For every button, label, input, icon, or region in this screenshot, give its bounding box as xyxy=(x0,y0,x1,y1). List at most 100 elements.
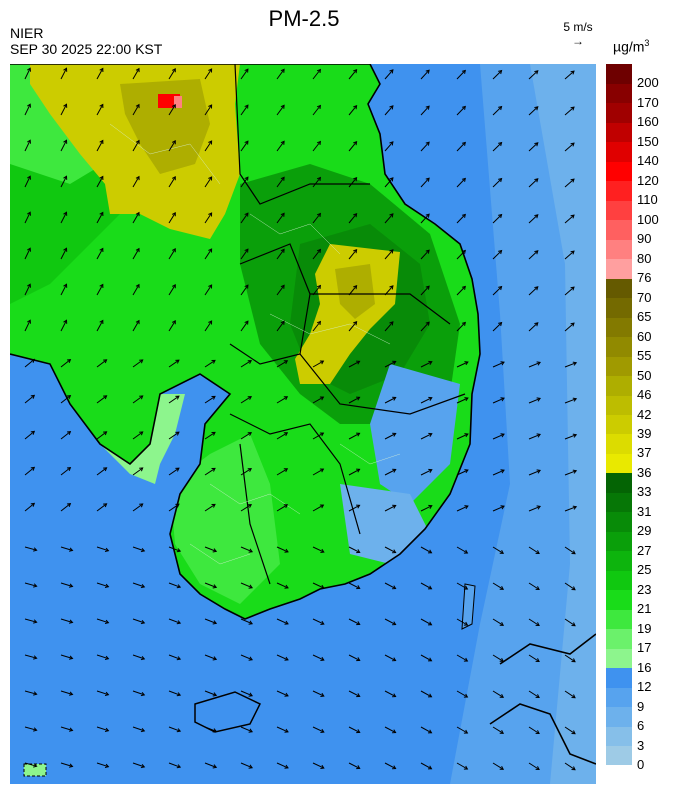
wind-arrow-shaft xyxy=(24,546,37,551)
wind-arrow-shaft xyxy=(96,104,104,116)
wind-arrow-head xyxy=(103,395,108,400)
wind-arrow-head xyxy=(68,727,74,732)
wind-arrow-shaft xyxy=(168,546,181,552)
wind-arrow-shaft xyxy=(204,359,216,368)
wind-arrow-head xyxy=(135,283,140,289)
wind-arrow-shaft xyxy=(348,762,360,769)
legend-tick-label: 50 xyxy=(637,367,652,383)
wind-arrow-head xyxy=(248,584,253,589)
wind-arrow-head xyxy=(319,360,325,365)
wind-arrow-shaft xyxy=(240,654,253,661)
legend-tick-label: 160 xyxy=(637,114,659,130)
wind-arrow-shaft xyxy=(96,431,107,440)
wind-arrow-shaft xyxy=(564,654,576,663)
wind-arrow-head xyxy=(176,728,182,733)
wind-arrow-head xyxy=(572,397,578,402)
wind-arrow-shaft xyxy=(168,654,181,660)
wind-arrow-head xyxy=(392,360,397,365)
wind-arrow-head xyxy=(535,730,540,735)
legend-tick-label: 19 xyxy=(637,620,652,636)
wind-arrow-shaft xyxy=(528,618,540,626)
wind-arrow-shaft xyxy=(132,690,145,696)
wind-arrow-head xyxy=(499,621,505,626)
wind-arrow-head xyxy=(27,319,31,324)
wind-arrow-head xyxy=(99,67,104,73)
wind-arrow-shaft xyxy=(420,69,430,80)
wind-arrow-shaft xyxy=(564,506,577,512)
wind-arrow-head xyxy=(536,505,541,510)
peak-pm-cell-edge xyxy=(174,96,182,108)
wind-arrow-head xyxy=(425,105,430,110)
wind-arrow-shaft xyxy=(528,397,541,404)
wind-arrow-head xyxy=(135,247,140,253)
wind-arrow-shaft xyxy=(24,726,37,731)
wind-arrow-shaft xyxy=(456,286,466,296)
wind-arrow-shaft xyxy=(96,582,109,588)
wind-arrow-shaft xyxy=(492,397,505,404)
legend-swatch xyxy=(606,648,632,669)
wind-arrow-head xyxy=(320,764,325,769)
wind-arrow-head xyxy=(461,105,466,110)
wind-arrow-shaft xyxy=(276,504,288,512)
wind-arrow-head xyxy=(244,68,249,73)
wind-arrow-head xyxy=(208,176,213,181)
wind-arrow-shaft xyxy=(564,178,575,188)
wind-arrow-head xyxy=(208,68,213,73)
wind-arrow-head xyxy=(534,142,539,147)
wind-arrow-shaft xyxy=(240,104,249,116)
legend-swatch xyxy=(606,687,632,708)
wind-arrow-head xyxy=(356,468,361,473)
wind-arrow-head xyxy=(68,619,74,624)
wind-arrow-head xyxy=(212,620,218,625)
wind-arrow-shaft xyxy=(384,762,396,770)
legend-swatch xyxy=(606,297,632,318)
wind-arrow-head xyxy=(135,319,140,325)
wind-arrow-head xyxy=(499,549,505,554)
wind-arrow-head xyxy=(498,141,503,147)
wind-arrow-shaft xyxy=(564,250,575,260)
wind-arrow-shaft xyxy=(528,106,539,116)
wind-arrow-head xyxy=(463,693,469,698)
wind-arrow-shaft xyxy=(456,469,469,476)
tsushima-island xyxy=(461,583,476,630)
wind-arrow-shaft xyxy=(348,360,360,368)
wind-arrow-head xyxy=(425,177,430,182)
wind-arrow-head xyxy=(208,248,213,253)
legend-swatch xyxy=(606,726,632,747)
wind-arrow-head xyxy=(211,431,216,436)
wind-arrow-shaft xyxy=(60,359,71,368)
wind-arrow-shaft xyxy=(384,249,394,260)
wind-arrow-shaft xyxy=(276,69,285,80)
wind-arrow-head xyxy=(461,141,466,146)
wind-arrow-shaft xyxy=(168,726,181,732)
wind-arrow-head xyxy=(425,285,430,290)
wind-arrow-shaft xyxy=(348,69,357,80)
wind-arrow-head xyxy=(171,67,176,73)
wind-arrow-head xyxy=(140,583,146,589)
wind-arrow-head xyxy=(536,361,541,366)
wind-arrow-head xyxy=(353,176,358,182)
wind-arrow-head xyxy=(498,213,503,219)
wind-arrow-shaft xyxy=(132,248,140,260)
wind-arrow-shaft xyxy=(420,469,433,476)
wind-arrow-shaft xyxy=(96,212,104,224)
wind-arrow-head xyxy=(320,692,325,697)
wind-arrow-head xyxy=(280,68,285,73)
wind-arrow-shaft xyxy=(240,468,252,476)
wind-arrow-shaft xyxy=(312,618,325,625)
wind-arrow-head xyxy=(319,396,325,401)
wind-arrow-head xyxy=(244,212,249,217)
wind-arrow-head xyxy=(30,430,36,435)
wind-arrow-shaft xyxy=(240,140,249,152)
wind-arrow-shaft xyxy=(456,361,469,368)
wind-arrow-shaft xyxy=(420,618,432,626)
wind-arrow-shaft xyxy=(276,546,289,553)
wind-arrow-shaft xyxy=(384,361,396,368)
wind-arrow-head xyxy=(68,655,74,660)
wind-arrow-shaft xyxy=(96,726,109,732)
wind-arrow-shaft xyxy=(384,213,394,224)
wind-arrow-head xyxy=(499,765,505,770)
wind-arrow-head xyxy=(66,395,72,399)
legend-swatch xyxy=(606,492,632,513)
wind-arrow-head xyxy=(356,621,361,626)
